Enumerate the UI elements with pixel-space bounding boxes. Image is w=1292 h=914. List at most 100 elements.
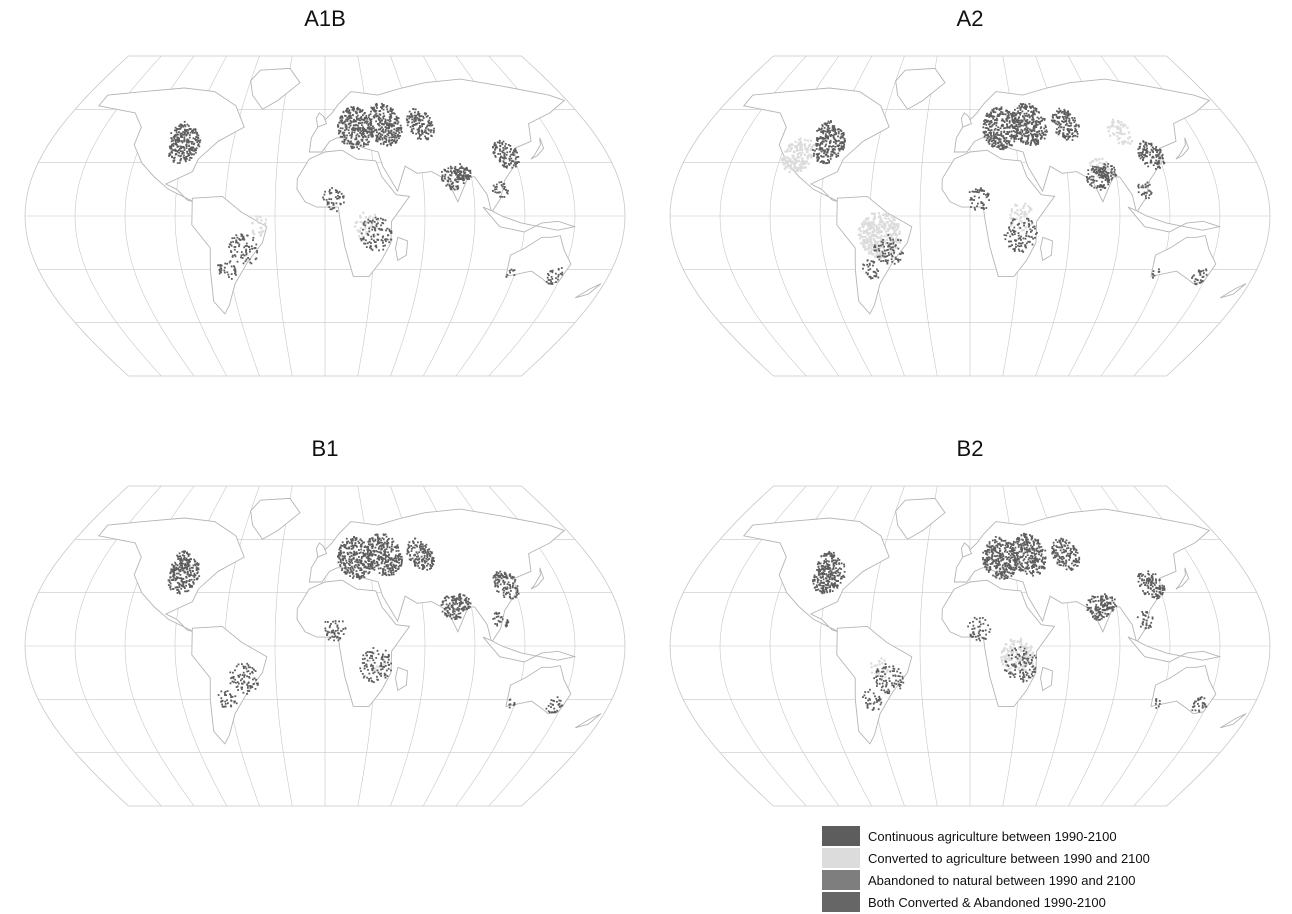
converted-cell	[789, 165, 792, 168]
continuous-cell	[1194, 278, 1197, 280]
converted-cell	[813, 144, 816, 147]
continuous-cell	[494, 186, 497, 189]
converted-cell	[865, 229, 869, 232]
continuous-cell	[367, 127, 370, 130]
converted-cell	[898, 232, 901, 235]
continuous-cell	[382, 117, 385, 120]
continuous-cell	[1112, 173, 1115, 176]
continuous-cell	[1035, 140, 1038, 143]
continuous-cell	[827, 136, 830, 139]
continuous-cell	[396, 568, 399, 571]
continuous-cell	[381, 559, 384, 562]
continuous-cell	[183, 120, 186, 123]
continuous-cell	[549, 282, 551, 285]
continuous-cell	[518, 161, 520, 163]
continuous-cell	[189, 586, 191, 588]
converted-cell	[785, 161, 788, 164]
continuous-cell	[1025, 124, 1028, 126]
continuous-cell	[1011, 135, 1014, 138]
continuous-cell	[351, 108, 354, 111]
continuous-cell	[373, 220, 376, 223]
continuous-cell	[500, 184, 503, 186]
continuous-cell	[186, 566, 189, 568]
continuous-cell	[414, 564, 416, 567]
converted-cell	[786, 148, 789, 151]
continuous-cell	[842, 132, 845, 134]
continuous-cell	[198, 145, 201, 148]
continuous-cell	[355, 123, 357, 126]
continuous-cell	[986, 115, 988, 117]
continuous-cell	[365, 239, 367, 242]
continuous-cell	[1199, 270, 1202, 273]
continuous-cell	[175, 153, 177, 155]
continuous-cell	[354, 564, 357, 566]
continuous-cell	[455, 169, 458, 171]
continuous-cell	[1163, 162, 1165, 165]
continuous-cell	[550, 270, 553, 272]
converted-cell	[1114, 125, 1117, 128]
continuous-cell	[421, 545, 423, 548]
converted-cell	[873, 228, 876, 231]
continuous-cell	[496, 191, 498, 194]
continuous-cell	[179, 583, 182, 586]
continuous-cell	[830, 134, 833, 136]
continuous-cell	[387, 564, 389, 567]
continuous-cell	[1021, 250, 1024, 253]
continuous-cell	[352, 127, 355, 129]
continuous-cell	[460, 177, 463, 180]
continuous-cell	[988, 123, 991, 126]
continuous-cell	[992, 108, 995, 110]
continuous-cell	[1105, 176, 1107, 179]
continuous-cell	[192, 566, 194, 569]
continuous-cell	[361, 140, 364, 142]
continuous-cell	[426, 556, 429, 558]
converted-cell	[259, 234, 262, 237]
continuous-cell	[350, 145, 352, 148]
continuous-cell	[177, 139, 180, 142]
continuous-cell	[1141, 156, 1144, 158]
continuous-cell	[385, 574, 388, 577]
continuous-cell	[1113, 168, 1116, 171]
continuous-cell	[1007, 132, 1009, 135]
continuous-cell	[172, 588, 174, 590]
continuous-cell	[185, 133, 188, 136]
converted-cell	[895, 238, 898, 241]
continuous-cell	[1062, 121, 1065, 123]
continuous-cell	[894, 245, 897, 248]
continuous-cell	[451, 172, 453, 174]
continuous-cell	[501, 150, 503, 153]
continuous-cell	[390, 569, 393, 572]
converted-cell	[872, 237, 875, 241]
continuous-cell	[195, 566, 198, 569]
continuous-cell	[388, 241, 391, 244]
continuous-cell	[1200, 270, 1203, 273]
continuous-cell	[194, 564, 197, 567]
continuous-cell	[1156, 151, 1158, 154]
continuous-cell	[819, 137, 822, 140]
continuous-cell	[396, 122, 399, 125]
continuous-cell	[179, 127, 181, 130]
converted-cell	[880, 234, 883, 237]
continuous-cell	[367, 116, 370, 119]
continuous-cell	[378, 545, 381, 548]
continuous-cell	[819, 161, 822, 163]
continuous-cell	[425, 551, 428, 554]
continuous-cell	[175, 567, 178, 570]
continuous-cell	[819, 148, 822, 151]
continuous-cell	[330, 192, 333, 194]
continuous-cell	[396, 119, 399, 122]
continuous-cell	[1062, 116, 1065, 119]
converted-cell	[892, 222, 895, 225]
continuous-cell	[176, 146, 179, 148]
continuous-cell	[1150, 142, 1153, 145]
continuous-cell	[867, 265, 870, 268]
continuous-cell	[1011, 126, 1014, 128]
continuous-cell	[172, 571, 175, 574]
continuous-cell	[178, 162, 181, 164]
continuous-cell	[372, 233, 375, 236]
continuous-cell	[995, 124, 998, 127]
continuous-cell	[1059, 110, 1062, 113]
continuous-cell	[1012, 218, 1015, 221]
continuous-cell	[1014, 230, 1017, 233]
converted-cell	[862, 240, 865, 244]
